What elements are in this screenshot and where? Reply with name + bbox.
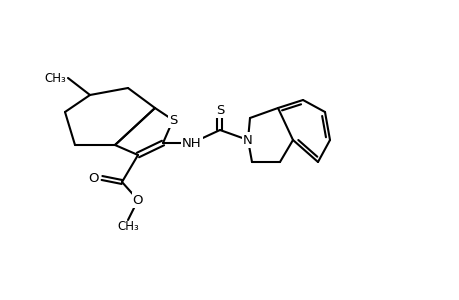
Text: NH: NH xyxy=(182,136,202,149)
Text: O: O xyxy=(133,194,143,206)
Text: N: N xyxy=(243,134,252,146)
Text: CH₃: CH₃ xyxy=(44,71,66,85)
Text: O: O xyxy=(88,172,99,184)
Text: CH₃: CH₃ xyxy=(117,220,139,233)
Text: S: S xyxy=(168,113,177,127)
Text: S: S xyxy=(215,103,224,116)
